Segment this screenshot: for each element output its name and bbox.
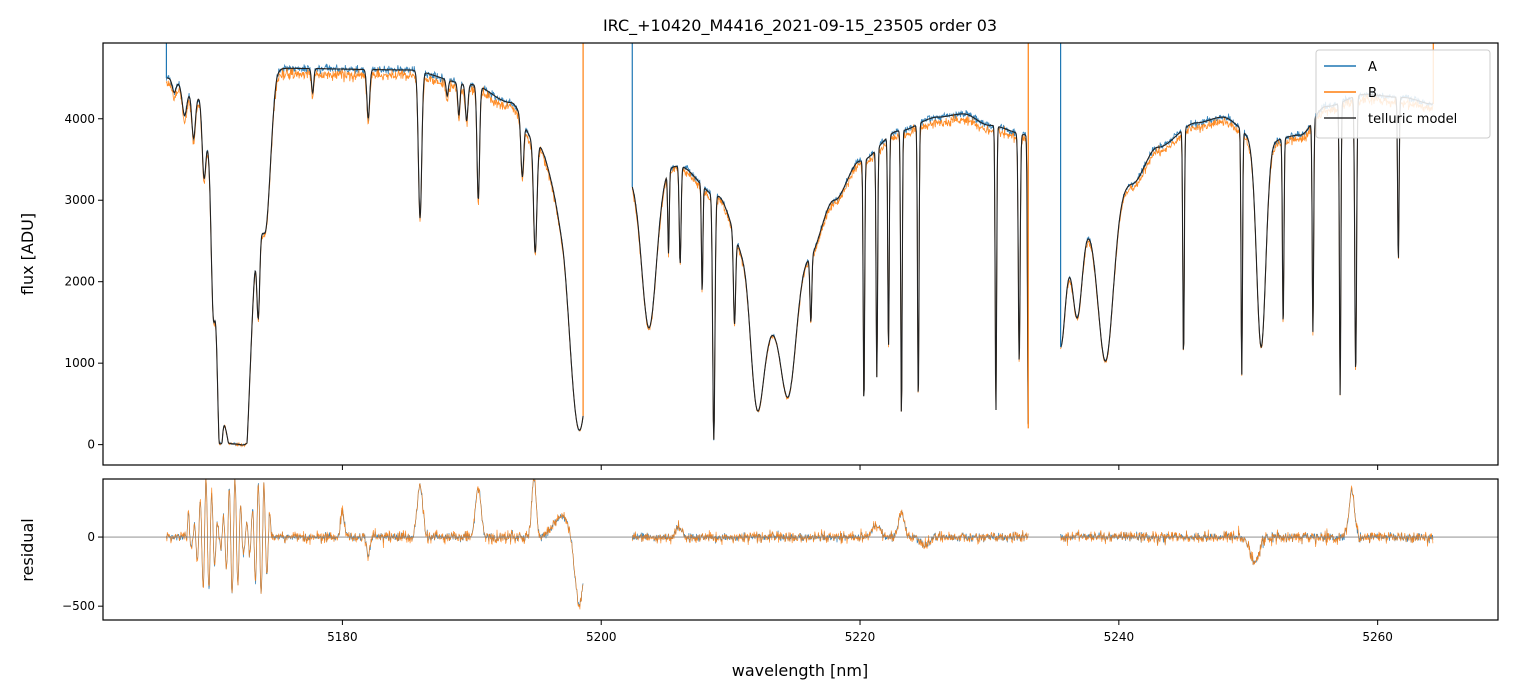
legend-label-b: B xyxy=(1368,86,1377,101)
y-tick-label: 0 xyxy=(87,530,95,544)
top-panel: 0 1000 2000 3000 4000 flux [ADU] xyxy=(18,42,1499,470)
bottom-y-axis-label: residual xyxy=(18,518,37,581)
bottom-plot-area xyxy=(103,479,1498,610)
top-x-ticks xyxy=(341,465,1379,470)
x-tick-label: 5200 xyxy=(586,630,617,644)
bottom-x-ticks: 5180 5200 5220 5240 5260 xyxy=(327,620,1393,644)
legend-box xyxy=(1315,49,1491,139)
series-b-line-segment-1 xyxy=(631,113,1029,440)
bottom-axes-frame xyxy=(102,478,1499,621)
telluric-model-line-segment-1 xyxy=(631,113,1029,440)
telluric-model-line-segment-0 xyxy=(166,67,584,446)
y-tick-label: 3000 xyxy=(64,193,95,207)
x-tick-label: 5260 xyxy=(1362,630,1393,644)
y-tick-label: −500 xyxy=(62,599,95,613)
legend: A B telluric model xyxy=(1315,49,1491,139)
y-tick-label: 2000 xyxy=(64,275,95,289)
bottom-panel: −500 0 5180 5200 5220 5240 5260 residual wave… xyxy=(18,478,1499,680)
chart-title: IRC_+10420_M4416_2021-09-15_23505 order … xyxy=(603,16,997,36)
x-axis-label: wavelength [nm] xyxy=(732,661,869,680)
top-plot-area xyxy=(165,43,1434,448)
bottom-y-ticks: −500 0 xyxy=(62,530,103,613)
legend-label-model: telluric model xyxy=(1368,112,1457,127)
x-tick-label: 5240 xyxy=(1104,630,1135,644)
x-tick-label: 5220 xyxy=(845,630,876,644)
top-y-axis-label: flux [ADU] xyxy=(18,213,37,295)
x-tick-label: 5180 xyxy=(327,630,358,644)
legend-label-a: A xyxy=(1368,60,1377,75)
y-tick-label: 1000 xyxy=(64,356,95,370)
top-axes-frame xyxy=(102,42,1499,466)
series-b-line-segment-0 xyxy=(166,66,584,448)
y-tick-label: 4000 xyxy=(64,112,95,126)
y-tick-label: 0 xyxy=(87,438,95,452)
top-y-ticks: 0 1000 2000 3000 4000 xyxy=(64,112,103,452)
residual-b-line-segment-2 xyxy=(1060,485,1434,566)
